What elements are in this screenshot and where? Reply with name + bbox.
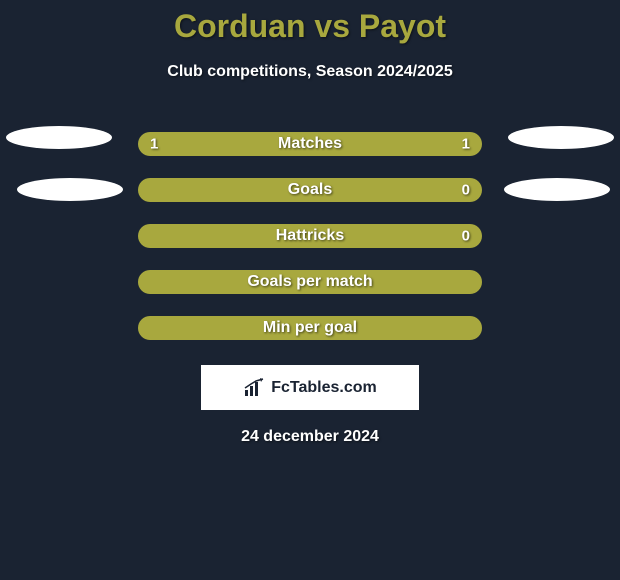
comparison-widget: Corduan vs Payot Club competitions, Seas… — [0, 0, 620, 446]
stat-label: Min per goal — [263, 319, 357, 337]
logo-inner: FcTables.com — [243, 378, 377, 398]
stat-value-right: 1 — [462, 136, 470, 153]
stat-row-goals-per-match: Goals per match — [0, 259, 620, 305]
stat-row-matches: 1 Matches 1 — [0, 121, 620, 167]
stat-bar: Min per goal — [138, 316, 482, 340]
stat-label: Goals per match — [247, 273, 372, 291]
stat-label: Matches — [278, 135, 342, 153]
stat-label: Hattricks — [276, 227, 344, 245]
stat-value-right: 0 — [462, 228, 470, 245]
stat-value-right: 0 — [462, 182, 470, 199]
stat-bar: Goals 0 — [138, 178, 482, 202]
logo-text: FcTables.com — [271, 379, 377, 397]
stat-bar: Goals per match — [138, 270, 482, 294]
chart-icon — [243, 378, 267, 398]
stat-row-min-per-goal: Min per goal — [0, 305, 620, 351]
logo-box[interactable]: FcTables.com — [201, 365, 419, 410]
page-subtitle: Club competitions, Season 2024/2025 — [0, 63, 620, 81]
stat-row-hattricks: Hattricks 0 — [0, 213, 620, 259]
stats-area: 1 Matches 1 Goals 0 Hattricks 0 — [0, 121, 620, 351]
stat-label: Goals — [288, 181, 332, 199]
page-title: Corduan vs Payot — [0, 8, 620, 45]
stat-row-goals: Goals 0 — [0, 167, 620, 213]
stat-bar: 1 Matches 1 — [138, 132, 482, 156]
date-text: 24 december 2024 — [0, 428, 620, 446]
stat-value-left: 1 — [150, 136, 158, 153]
stat-bar: Hattricks 0 — [138, 224, 482, 248]
